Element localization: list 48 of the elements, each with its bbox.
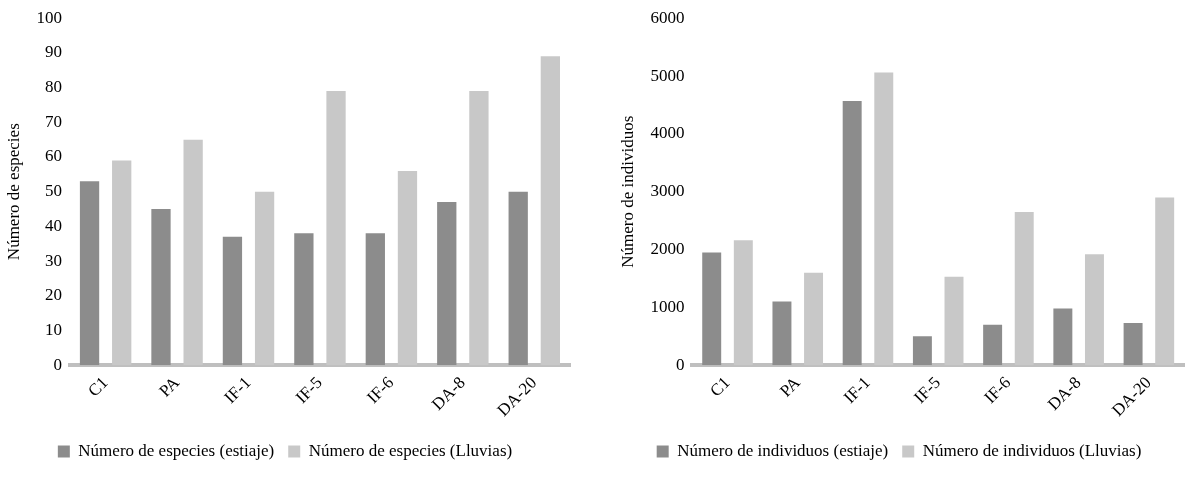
x-tick-label: C1 xyxy=(84,372,112,401)
bar xyxy=(508,191,528,366)
y-tick-label: 70 xyxy=(44,111,62,131)
bar xyxy=(842,100,862,366)
legend-label: Número de individuos (Lluvias) xyxy=(922,440,1142,460)
legend-label: Número de especies (estiaje) xyxy=(78,440,275,460)
y-tick-label: 80 xyxy=(44,77,62,97)
y-tick-label: 3000 xyxy=(650,181,685,201)
y-tick-label: 6000 xyxy=(650,7,685,27)
bar xyxy=(294,233,314,366)
y-tick-label: 2000 xyxy=(650,238,685,258)
x-tick-label: IF-1 xyxy=(220,372,255,408)
y-axis-title: Número de individuos xyxy=(617,115,637,268)
bar xyxy=(702,252,722,366)
y-tick-label: 100 xyxy=(36,7,62,27)
y-tick-label: 0 xyxy=(675,354,685,374)
legend-label: Número de especies (Lluvias) xyxy=(308,440,513,460)
bar xyxy=(1053,308,1073,366)
x-tick-label: C1 xyxy=(706,372,734,401)
x-tick-label: IF-5 xyxy=(910,372,945,408)
y-tick-label: 1000 xyxy=(650,296,685,316)
y-tick-label: 4000 xyxy=(650,123,685,143)
x-tick-label: PA xyxy=(155,372,184,401)
y-tick-label: 40 xyxy=(44,215,62,235)
x-tick-label: IF-6 xyxy=(980,372,1015,408)
y-tick-label: 5000 xyxy=(650,65,685,85)
y-tick-label: 20 xyxy=(44,285,62,305)
bar xyxy=(151,209,171,366)
x-tick-label: PA xyxy=(776,372,805,401)
x-tick-label: IF-5 xyxy=(291,372,326,408)
y-tick-label: 10 xyxy=(44,319,62,339)
bar xyxy=(365,233,385,366)
y-tick-label: 90 xyxy=(44,42,62,62)
y-tick-label: 60 xyxy=(44,146,62,166)
bar xyxy=(772,301,792,366)
bar xyxy=(437,202,457,366)
y-tick-label: 50 xyxy=(44,181,62,201)
x-tick-label: IF-1 xyxy=(839,372,874,408)
y-tick-label: 30 xyxy=(44,250,62,270)
x-tick-label: IF-6 xyxy=(363,372,398,408)
y-axis-title: Número de especies xyxy=(3,123,23,261)
bar xyxy=(983,324,1003,366)
y-tick-label: 0 xyxy=(53,354,62,374)
bar xyxy=(1123,322,1143,366)
legend-label: Número de individuos (estiaje) xyxy=(677,440,889,460)
bar xyxy=(222,236,243,366)
bar xyxy=(79,181,100,366)
bar xyxy=(912,336,932,366)
